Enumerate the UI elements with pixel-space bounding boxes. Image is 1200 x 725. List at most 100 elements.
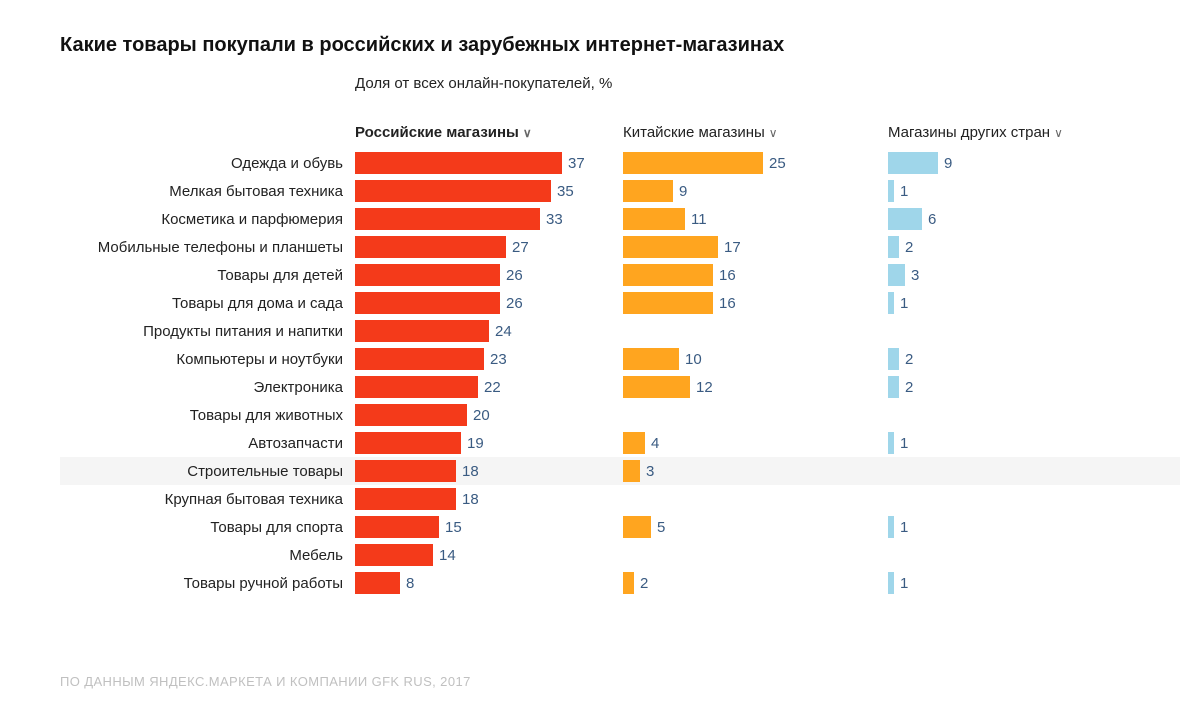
bar-cell: 17 — [623, 233, 888, 261]
bar-cell: 26 — [355, 261, 623, 289]
bar-cell: 3 — [888, 261, 1148, 289]
table-row: Автозапчасти19 4 1 — [60, 429, 1180, 457]
bar-value: 15 — [445, 519, 462, 536]
bar-value: 26 — [506, 267, 523, 284]
bar — [623, 572, 634, 594]
bar-value: 6 — [928, 211, 936, 228]
bar — [888, 432, 894, 454]
table-row: Продукты питания и напитки 24 — [60, 317, 1180, 345]
category-label: Автозапчасти — [60, 435, 355, 452]
bar-value: 4 — [651, 435, 659, 452]
bar-value: 10 — [685, 351, 702, 368]
bar-value: 27 — [512, 239, 529, 256]
column-header-label: Китайские магазины — [623, 124, 765, 141]
bar-cell: 15 — [355, 513, 623, 541]
bar — [355, 180, 551, 202]
bar-cell: 16 — [623, 261, 888, 289]
bar-value: 12 — [696, 379, 713, 396]
bar-cell: 5 — [623, 513, 888, 541]
category-label: Товары для животных — [60, 407, 355, 424]
category-label: Мебель — [60, 547, 355, 564]
bar — [623, 180, 673, 202]
bar — [888, 264, 905, 286]
chevron-down-icon: ∨ — [523, 126, 532, 140]
bar-value: 11 — [691, 211, 707, 228]
bar-cell: 24 — [355, 317, 623, 345]
bar-value: 20 — [473, 407, 490, 424]
bar-value: 22 — [484, 379, 501, 396]
bar — [355, 208, 540, 230]
bar-value: 3 — [646, 463, 654, 480]
bar — [623, 516, 651, 538]
bar — [355, 348, 484, 370]
bar — [355, 376, 478, 398]
bar-cell: 2 — [888, 373, 1148, 401]
bar-value: 9 — [679, 183, 687, 200]
bar-value: 2 — [905, 351, 913, 368]
table-row: Товары для животных 20 — [60, 401, 1180, 429]
bar-cell: 12 — [623, 373, 888, 401]
category-label: Компьютеры и ноутбуки — [60, 351, 355, 368]
bar-cell — [888, 457, 1148, 485]
bar — [888, 348, 899, 370]
table-row: Косметика и парфюмерия 33 11 6 — [60, 205, 1180, 233]
bar-cell: 11 — [623, 205, 888, 233]
category-label: Продукты питания и напитки — [60, 323, 355, 340]
table-row: Мелкая бытовая техника3591 — [60, 177, 1180, 205]
bar-value: 1 — [900, 519, 908, 536]
category-label: Товары для детей — [60, 267, 355, 284]
bar-value: 1 — [900, 435, 908, 452]
bar — [623, 236, 718, 258]
chart-subtitle: Доля от всех онлайн-покупателей, % — [355, 75, 1180, 92]
bar — [888, 180, 894, 202]
bar-value: 1 — [900, 575, 908, 592]
category-label: Товары для дома и сада — [60, 295, 355, 312]
column-headers: Российские магазины∨Китайские магазины∨М… — [60, 124, 1180, 141]
bar-value: 33 — [546, 211, 563, 228]
bar — [355, 236, 506, 258]
column-header-0[interactable]: Российские магазины∨ — [355, 124, 623, 141]
bar-cell: 35 — [355, 177, 623, 205]
column-header-1[interactable]: Китайские магазины∨ — [623, 124, 888, 141]
bar-cell: 10 — [623, 345, 888, 373]
bar-value: 1 — [900, 295, 908, 312]
bar-cell — [623, 541, 888, 569]
source-footnote: ПО ДАННЫМ ЯНДЕКС.МАРКЕТА И КОМПАНИИ GFK … — [60, 674, 471, 689]
bar-cell: 37 — [355, 149, 623, 177]
bar — [623, 264, 713, 286]
bar — [355, 432, 461, 454]
bar — [355, 488, 456, 510]
category-label: Мелкая бытовая техника — [60, 183, 355, 200]
table-row: Крупная бытовая техника18 — [60, 485, 1180, 513]
bar — [355, 516, 439, 538]
column-header-2[interactable]: Магазины других стран∨ — [888, 124, 1148, 141]
bar-value: 23 — [490, 351, 507, 368]
bar-value: 3 — [911, 267, 919, 284]
table-row: Электроника22122 — [60, 373, 1180, 401]
bar-cell: 19 — [355, 429, 623, 457]
bar-cell: 22 — [355, 373, 623, 401]
bar-cell: 23 — [355, 345, 623, 373]
chart-rows: Одежда и обувь37259Мелкая бытовая техник… — [60, 149, 1180, 597]
bar-value: 18 — [462, 491, 479, 508]
bar-value: 24 — [495, 323, 512, 340]
bar — [888, 516, 894, 538]
bar-value: 9 — [944, 155, 952, 172]
bar-cell: 20 — [355, 401, 623, 429]
bar-value: 16 — [719, 295, 736, 312]
bar — [888, 572, 894, 594]
bar-value: 26 — [506, 295, 523, 312]
table-row: Товары для спорта1551 — [60, 513, 1180, 541]
bar — [623, 292, 713, 314]
bar-cell — [888, 401, 1148, 429]
bar-cell: 26 — [355, 289, 623, 317]
category-label: Строительные товары — [60, 463, 355, 480]
column-header-label: Магазины других стран — [888, 124, 1050, 141]
table-row: Мебель14 — [60, 541, 1180, 569]
bar-cell: 4 — [623, 429, 888, 457]
category-label: Косметика и парфюмерия — [60, 211, 355, 228]
bar-value: 16 — [719, 267, 736, 284]
bar-cell: 9 — [888, 149, 1148, 177]
category-label: Товары ручной работы — [60, 575, 355, 592]
bar — [355, 152, 562, 174]
